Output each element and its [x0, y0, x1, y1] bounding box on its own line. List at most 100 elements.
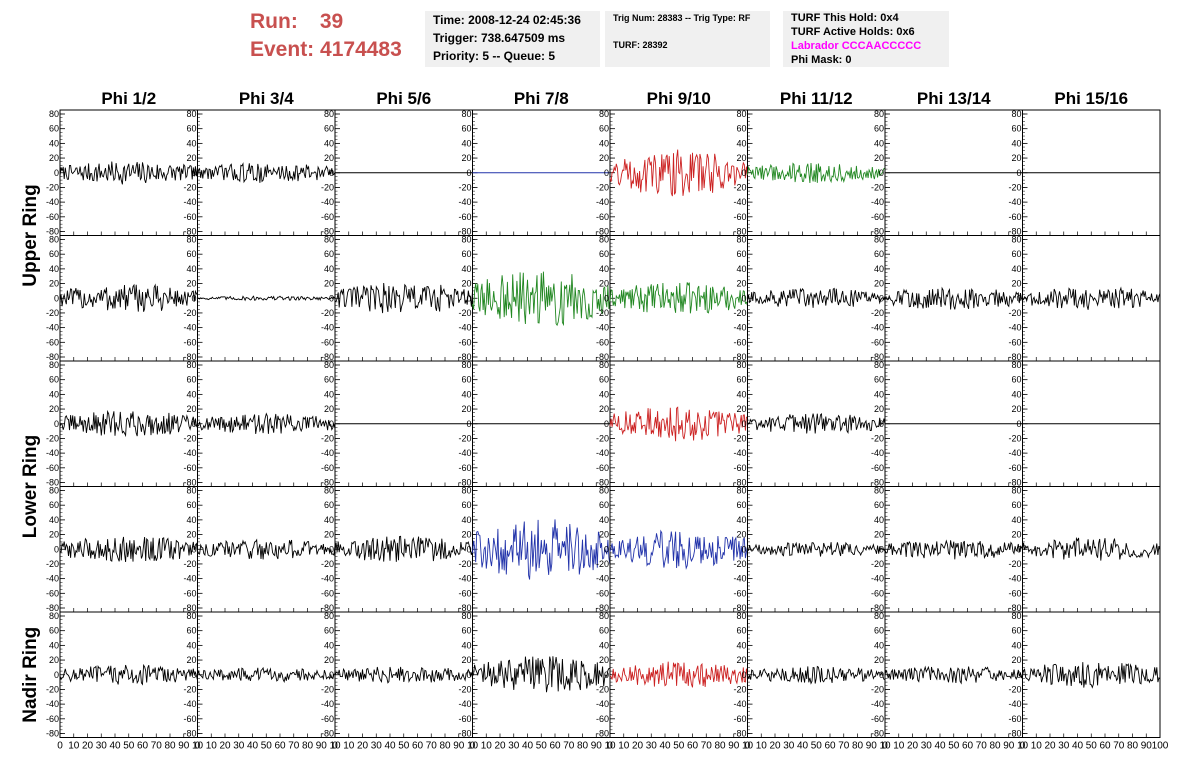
y-tick-label: -20: [46, 559, 59, 569]
y-tick-label: -80: [321, 227, 334, 237]
y-tick-label: 40: [599, 389, 609, 399]
waveform-panel: -80 -60 -40 -20 0 20 40 60 80: [321, 360, 473, 488]
y-tick-label: 40: [599, 515, 609, 525]
y-tick-label: 0: [466, 419, 471, 429]
y-tick-label: -20: [458, 433, 471, 443]
y-tick-label: 20: [49, 404, 59, 414]
y-tick-label: 0: [604, 670, 609, 680]
y-tick-label: 40: [186, 389, 196, 399]
x-tick-label: 70: [563, 741, 575, 752]
x-tick-label: 0: [745, 741, 751, 752]
y-tick-label: 20: [736, 153, 746, 163]
y-tick-label: -60: [733, 588, 746, 598]
x-tick-label: 80: [577, 741, 589, 752]
y-tick-label: 80: [461, 360, 471, 370]
y-tick-label: -20: [596, 433, 609, 443]
y-tick-label: 40: [49, 264, 59, 274]
y-tick-label: -60: [46, 463, 59, 473]
y-tick-label: -20: [458, 308, 471, 318]
x-tick-label: 20: [219, 741, 231, 752]
y-tick-label: -80: [1008, 478, 1021, 488]
x-tick-label: 80: [164, 741, 176, 752]
y-tick-label: 60: [874, 500, 884, 510]
x-tick-label: 70: [976, 741, 988, 752]
y-tick-label: -80: [46, 478, 59, 488]
waveform-trace: [334, 282, 473, 314]
waveform-panel: -80 -60 -40 -20 0 20 40 60 80: [871, 360, 1023, 488]
y-tick-label: 40: [186, 640, 196, 650]
priority-text: Priority: 5 -- Queue: 5: [433, 49, 556, 63]
y-tick-label: 40: [324, 138, 334, 148]
y-tick-label: 0: [604, 544, 609, 554]
y-tick-label: -60: [321, 588, 334, 598]
y-tick-label: -40: [46, 323, 59, 333]
waveform-trace: [884, 539, 1023, 560]
x-tick-label: 40: [934, 741, 946, 752]
y-tick-label: -80: [46, 729, 59, 739]
x-tick-label: 30: [1058, 741, 1070, 752]
x-tick-label: 10: [467, 741, 479, 752]
y-tick-label: -40: [458, 448, 471, 458]
y-tick-label: 40: [1011, 515, 1021, 525]
y-tick-label: -20: [1008, 433, 1021, 443]
y-tick-label: -60: [596, 337, 609, 347]
x-tick-label: 10: [192, 741, 204, 752]
y-tick-label: -60: [596, 714, 609, 724]
x-tick-label: 80: [852, 741, 864, 752]
waveform-panel: -80 -60 -40 -20 0 20 40 60 80: [596, 235, 748, 362]
waveform-trace: [472, 271, 611, 327]
y-tick-label: 60: [599, 124, 609, 134]
y-tick-label: 60: [324, 500, 334, 510]
y-tick-label: 40: [49, 640, 59, 650]
y-tick-label: -20: [183, 308, 196, 318]
y-tick-label: -40: [596, 699, 609, 709]
x-tick-label: 20: [769, 741, 781, 752]
y-tick-label: -20: [733, 433, 746, 443]
waveform-panel: -80 -60 -40 -20 0 20 40 60 80: [183, 235, 336, 362]
y-tick-label: 40: [874, 389, 884, 399]
x-tick-label: 40: [109, 741, 121, 752]
y-tick-label: 40: [736, 515, 746, 525]
y-tick-label: -80: [321, 603, 334, 613]
waveform-panel: -80 -60 -40 -20 0 20 40 60 80: [321, 486, 473, 613]
y-tick-label: 60: [461, 375, 471, 385]
y-tick-label: -80: [596, 603, 609, 613]
y-tick-label: -80: [46, 227, 59, 237]
y-tick-label: 40: [1011, 640, 1021, 650]
y-tick-label: 80: [736, 109, 746, 119]
y-tick-label: -60: [1008, 212, 1021, 222]
waveform-panel: -80 -60 -40 -20 0 20 40 60 80: [321, 109, 473, 237]
y-tick-label: -20: [596, 308, 609, 318]
waveform-panel: -80 -60 -40 -20 0 20 40 60 80: [183, 360, 336, 488]
y-tick-label: -60: [596, 588, 609, 598]
y-tick-label: 0: [191, 544, 196, 554]
y-tick-label: 60: [324, 249, 334, 259]
x-tick-label: 10: [481, 741, 493, 752]
x-tick-label: 60: [137, 741, 149, 752]
waveform-panel: -80 -60 -40 -20 0 20 40 60 80: [321, 235, 473, 362]
waveform-trace: [609, 529, 748, 570]
y-tick-label: -40: [1008, 197, 1021, 207]
x-tick-label: 20: [632, 741, 644, 752]
y-tick-label: 40: [599, 264, 609, 274]
y-tick-label: -20: [183, 559, 196, 569]
y-tick-label: 20: [186, 655, 196, 665]
y-tick-label: -40: [321, 197, 334, 207]
y-tick-label: 0: [879, 670, 884, 680]
y-tick-label: 80: [461, 486, 471, 496]
x-tick-label: 80: [989, 741, 1001, 752]
y-tick-label: -20: [321, 308, 334, 318]
y-tick-label: 40: [324, 515, 334, 525]
y-tick-label: -60: [183, 588, 196, 598]
y-tick-label: -80: [733, 478, 746, 488]
x-tick-label: 60: [549, 741, 561, 752]
y-tick-label: -80: [321, 352, 334, 362]
y-tick-label: -20: [321, 433, 334, 443]
y-tick-label: 80: [324, 109, 334, 119]
y-tick-label: 0: [604, 419, 609, 429]
x-tick-label: 90: [316, 741, 328, 752]
y-tick-label: 60: [736, 375, 746, 385]
y-tick-label: 60: [461, 249, 471, 259]
y-tick-label: 40: [874, 640, 884, 650]
